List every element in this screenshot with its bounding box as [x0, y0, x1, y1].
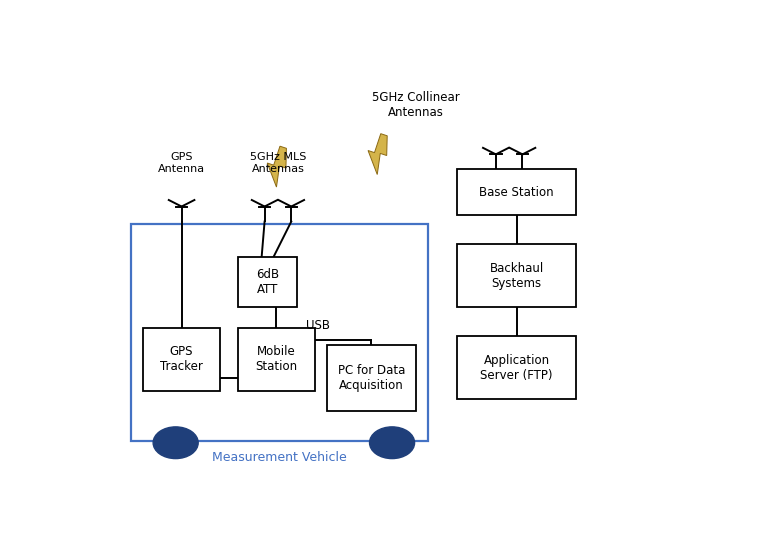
Text: USB: USB — [306, 319, 330, 332]
Text: Application
Server (FTP): Application Server (FTP) — [480, 353, 553, 382]
Bar — [238, 328, 315, 391]
Text: Measurement Vehicle: Measurement Vehicle — [212, 451, 347, 464]
Text: Backhaul
Systems: Backhaul Systems — [490, 262, 544, 290]
Bar — [238, 257, 297, 307]
Polygon shape — [368, 134, 387, 175]
Text: GPS
Antenna: GPS Antenna — [158, 152, 205, 173]
Text: 5GHz MLS
Antennas: 5GHz MLS Antennas — [250, 152, 307, 173]
Text: 6dB
ATT: 6dB ATT — [256, 268, 279, 296]
Bar — [132, 224, 428, 441]
Text: 5GHz Collinear
Antennas: 5GHz Collinear Antennas — [372, 91, 460, 119]
Bar — [457, 169, 576, 215]
Bar — [143, 328, 220, 391]
Text: Base Station: Base Station — [479, 186, 554, 199]
Circle shape — [369, 427, 415, 459]
Polygon shape — [267, 146, 286, 187]
Bar — [457, 244, 576, 307]
Text: PC for Data
Acquisition: PC for Data Acquisition — [337, 364, 405, 392]
Circle shape — [153, 427, 198, 459]
Bar — [327, 345, 416, 411]
Text: Mobile
Station: Mobile Station — [256, 345, 298, 373]
Text: GPS
Tracker: GPS Tracker — [160, 345, 203, 373]
Bar — [457, 336, 576, 399]
